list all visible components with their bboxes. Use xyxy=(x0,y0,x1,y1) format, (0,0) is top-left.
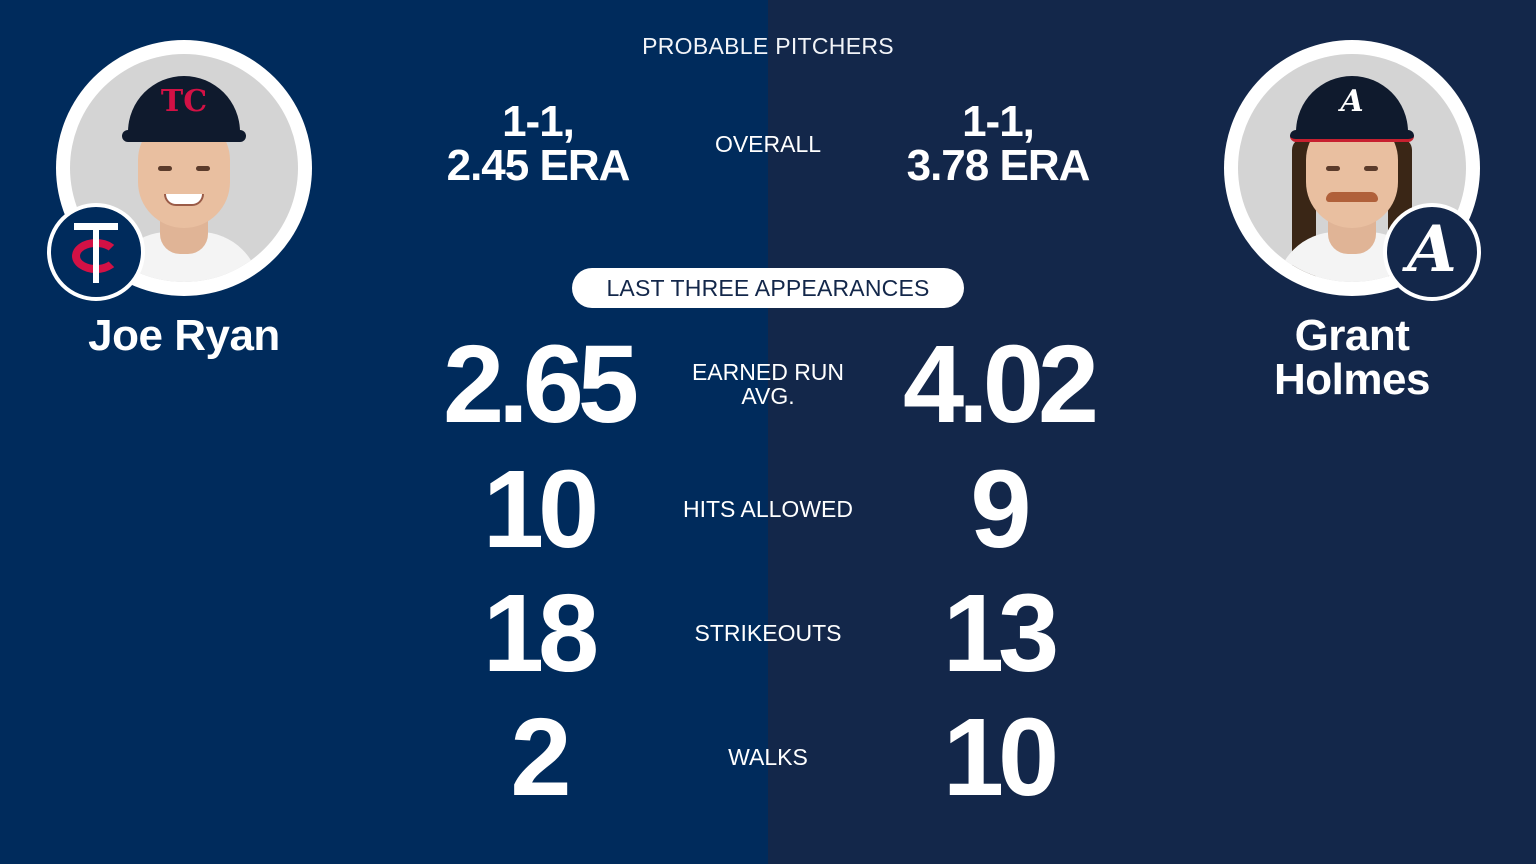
left-stat-value: 2 xyxy=(510,696,571,819)
stat-label: STRIKEOUTS xyxy=(694,620,842,646)
left-stat-value: 10 xyxy=(482,448,599,571)
left-pitcher-name: Joe Ryan xyxy=(88,311,280,360)
right-stat-value: 10 xyxy=(942,696,1059,819)
cap-logo-icon: A xyxy=(1340,84,1364,119)
right-pitcher-first-name: Grant xyxy=(1294,311,1410,360)
page-title: PROBABLE PITCHERS xyxy=(642,33,894,59)
stat-label-line2: AVG. xyxy=(741,383,795,409)
twins-logo-badge xyxy=(47,203,145,301)
left-overall-stat: 1-1, 2.45 ERA xyxy=(378,100,698,188)
twins-tc-logo-icon xyxy=(66,219,126,285)
right-era: 3.78 ERA xyxy=(906,141,1091,190)
cap-brim xyxy=(122,130,246,142)
stat-row-hits: 10 HITS ALLOWED 9 xyxy=(0,455,1536,565)
left-stat-value: 18 xyxy=(482,572,599,695)
stat-row-strikeouts: 18 STRIKEOUTS 13 xyxy=(0,579,1536,689)
last-three-appearances-pill: LAST THREE APPEARANCES xyxy=(572,268,964,308)
stat-row-era: 2.65 EARNED RUN AVG. 4.02 xyxy=(0,330,1536,440)
stat-row-walks: 2 WALKS 10 xyxy=(0,703,1536,813)
right-record: 1-1, xyxy=(962,97,1035,146)
right-stat-value: 4.02 xyxy=(902,323,1099,446)
overall-label: OVERALL xyxy=(714,131,822,157)
stat-label-line1: EARNED RUN xyxy=(691,359,845,385)
eye xyxy=(158,166,172,171)
left-era: 2.45 ERA xyxy=(446,141,631,190)
right-stat-value: 9 xyxy=(970,448,1031,571)
right-stat-value: 13 xyxy=(942,572,1059,695)
eye xyxy=(1326,166,1340,171)
smile xyxy=(164,194,204,206)
cap-logo-icon: TC xyxy=(160,84,208,119)
braves-a-logo-icon: A xyxy=(1407,212,1457,287)
cap-brim xyxy=(1290,130,1414,142)
right-pitcher-headshot: A xyxy=(1238,54,1466,282)
right-overall-stat: 1-1, 3.78 ERA xyxy=(838,100,1158,188)
right-pitcher-name: Grant Holmes xyxy=(1192,314,1512,402)
eye xyxy=(1364,166,1378,171)
stat-label: WALKS xyxy=(728,744,808,770)
left-record: 1-1, xyxy=(502,97,575,146)
left-stat-value: 2.65 xyxy=(442,323,639,446)
eye xyxy=(196,166,210,171)
mustache xyxy=(1326,192,1378,202)
right-pitcher-last-name: Holmes xyxy=(1274,355,1430,404)
braves-logo-badge: A xyxy=(1383,203,1481,301)
stat-label: EARNED RUN AVG. xyxy=(618,360,918,408)
stat-label: HITS ALLOWED xyxy=(683,496,853,522)
